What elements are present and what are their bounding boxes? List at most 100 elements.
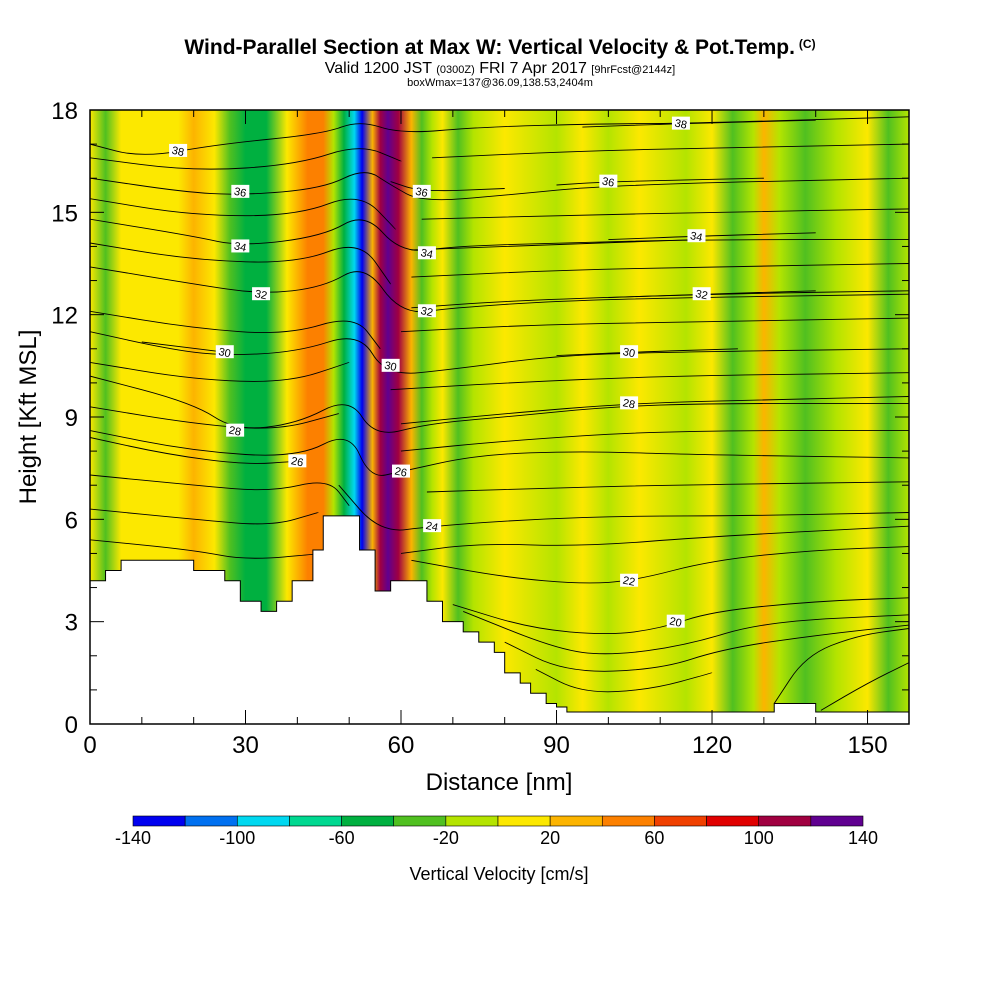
y-tick-label: 18 — [51, 98, 78, 125]
contour-label-bg — [252, 287, 271, 301]
theta-contour-line — [452, 597, 909, 635]
colorbar-swatch — [810, 815, 864, 827]
contour-label-bg — [417, 246, 436, 260]
contour-label-text: 34 — [233, 240, 247, 254]
terrain-mask — [90, 515, 909, 724]
theta-contour-line — [90, 508, 319, 525]
y-tick-label: 3 — [65, 610, 78, 637]
contour-label-bg — [392, 464, 411, 478]
colorbar-swatch — [341, 815, 395, 827]
contour-label: 32 — [417, 304, 436, 319]
colorbar-label: 100 — [744, 828, 774, 848]
theta-contour-line — [90, 148, 402, 170]
colorbar-swatch — [236, 815, 290, 827]
contour-label: 36 — [231, 184, 250, 200]
contour-label-bg — [288, 454, 307, 468]
contour-label-text: 30 — [383, 360, 397, 374]
theta-contour-line — [411, 263, 909, 278]
contour-label: 36 — [412, 184, 431, 200]
theta-contour-line — [411, 546, 909, 584]
contour-label-text: 38 — [673, 117, 687, 131]
x-tick-label: 120 — [692, 732, 732, 759]
contour-label-text: 32 — [694, 288, 708, 302]
contour-label-bg — [599, 174, 618, 188]
colorbar-label: 20 — [540, 828, 560, 848]
theta-contour-line — [582, 119, 816, 128]
theta-contour-line — [820, 662, 909, 711]
contour-label-bg — [687, 229, 706, 243]
theta-contour-line — [400, 317, 909, 333]
contour-label-text: 36 — [601, 175, 615, 189]
contour-label: 38 — [169, 143, 188, 159]
theta-contour-line — [90, 218, 909, 251]
theta-contour-line — [90, 437, 298, 464]
y-tick-label: 12 — [51, 303, 78, 330]
colorbar-swatch — [132, 815, 186, 827]
theta-contour-line — [463, 610, 909, 655]
colorbar-label: 140 — [848, 828, 878, 848]
theta-contour-line — [504, 624, 909, 672]
contour-label-text: 34 — [419, 247, 433, 261]
colorbar-swatch — [758, 815, 812, 827]
x-tick-label: 0 — [83, 732, 96, 759]
theta-contour-line — [400, 525, 909, 554]
y-tick-label: 6 — [65, 507, 78, 534]
contour-label: 36 — [599, 174, 618, 190]
x-tick-label: 90 — [543, 732, 570, 759]
theta-contour-line — [400, 396, 909, 425]
theta-contour-line — [90, 474, 350, 506]
contour-label: 34 — [417, 246, 436, 261]
colorbar-swatch — [654, 815, 707, 827]
contour-label-text: 34 — [689, 230, 703, 244]
colorbar-label: -20 — [433, 828, 459, 848]
y-tick-label: 0 — [65, 712, 78, 739]
contour-label: 20 — [666, 614, 685, 630]
colorbar-label: 60 — [644, 828, 664, 848]
contour-label-text: 36 — [414, 186, 428, 200]
valid-utc: (0300Z) — [436, 64, 475, 76]
forecast-info: [9hrFcst@2144z] — [591, 64, 676, 76]
theta-contour-line — [426, 481, 909, 493]
box-info: boxWmax=137@36.09,138.53,2404m — [407, 77, 593, 89]
theta-contour-line — [773, 628, 909, 704]
y-tick-label: 9 — [65, 405, 78, 432]
contour-label-bg — [620, 345, 639, 359]
contour-label-text: 30 — [217, 346, 231, 360]
valid-time: Valid 1200 JST — [324, 60, 432, 77]
contour-label-text: 32 — [419, 305, 433, 319]
contour-label: 28 — [226, 423, 245, 439]
plot-area: 20 22 24 26 26 28 28 30 30 30 32 32 32 34 34 34 36 36 36 38… — [90, 110, 909, 724]
contour-label: 32 — [692, 287, 711, 302]
contour-label-bg — [620, 396, 639, 410]
contour-label: 34 — [231, 239, 250, 255]
theta-contour-line — [535, 668, 713, 693]
x-tick-label: 150 — [848, 732, 888, 759]
theta-contour-line — [90, 266, 909, 313]
colorbar-label: -60 — [329, 828, 355, 848]
contour-label-text: 28 — [228, 424, 242, 438]
contour-label: 30 — [381, 358, 400, 374]
colorbar-swatch — [184, 815, 238, 827]
theta-contour-line — [90, 198, 397, 230]
theta-contour-line — [90, 172, 909, 201]
x-tick-label: 60 — [388, 732, 415, 759]
contour-label-bg — [381, 358, 400, 372]
contour-label-bg — [666, 614, 685, 628]
colorbar: -140 -100 -60 -20 20 60 100 140 — [115, 815, 878, 848]
potential-temperature-contours — [90, 116, 909, 711]
colorbar-swatch — [706, 815, 760, 827]
contour-label-text: 30 — [622, 346, 636, 360]
colorbar-swatch — [393, 815, 447, 827]
theta-contour-line — [432, 143, 909, 159]
colorbar-title: Vertical Velocity [cm/s] — [409, 864, 588, 884]
x-tick-label: 30 — [232, 732, 259, 759]
theta-contour-line — [90, 361, 350, 382]
theta-contour-line — [90, 242, 392, 285]
contour-label: 32 — [252, 287, 271, 302]
x-axis-label: Distance [nm] — [426, 769, 573, 796]
title-text: Wind-Parallel Section at Max W: Vertical… — [184, 36, 795, 59]
contour-label-text: 26 — [290, 455, 304, 469]
contour-label: 24 — [423, 519, 442, 534]
y-axis-label: Height [Kft MSL] — [15, 330, 42, 505]
